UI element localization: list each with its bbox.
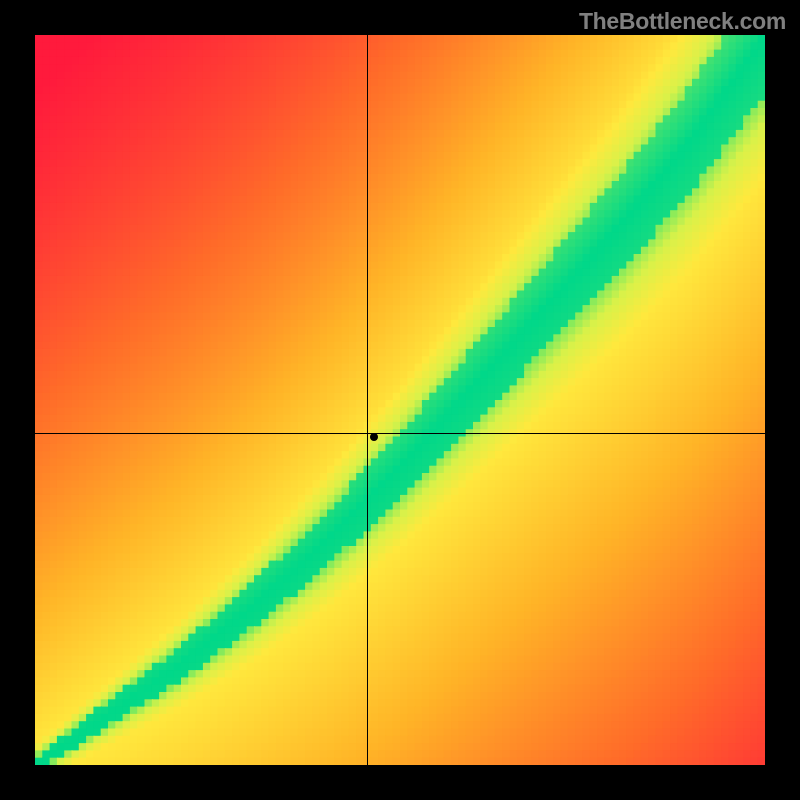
watermark-text: TheBottleneck.com: [579, 8, 786, 35]
plot-area: [35, 35, 765, 765]
marker-dot: [370, 433, 378, 441]
chart-container: TheBottleneck.com: [0, 0, 800, 800]
crosshair-vertical: [367, 35, 368, 765]
crosshair-horizontal: [35, 433, 765, 434]
heatmap-canvas: [35, 35, 765, 765]
